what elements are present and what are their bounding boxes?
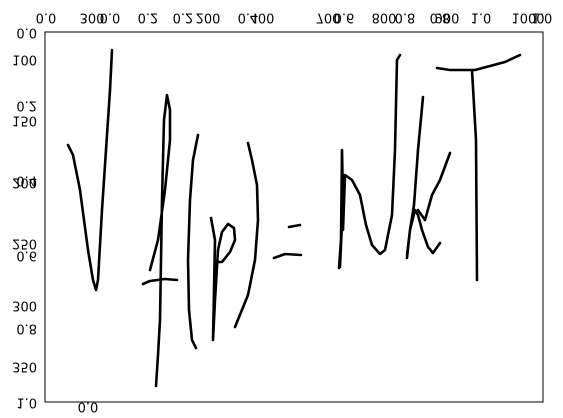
tick-label: 0.6 xyxy=(16,248,37,263)
stroke-f-bar xyxy=(141,277,179,286)
stroke-v xyxy=(66,48,114,292)
tick-label: 250 xyxy=(12,236,37,251)
stroke-n xyxy=(337,53,402,270)
stroke-paren-close xyxy=(233,141,260,329)
tick-label: 0.2 xyxy=(16,98,37,113)
stroke-p xyxy=(209,216,237,342)
tick-label: 700 xyxy=(316,10,341,25)
tick-label: 0.4 xyxy=(238,10,259,25)
stroke-f xyxy=(148,93,172,388)
stroke-k xyxy=(405,95,452,260)
tick-label: 0.0 xyxy=(16,25,37,40)
tick-label: 350 xyxy=(12,359,37,374)
tick-label: 200 xyxy=(12,175,37,190)
tick-label: 200 xyxy=(196,10,221,25)
tick-label: 0.6 xyxy=(334,10,355,25)
tick-label: 0.0 xyxy=(100,10,121,25)
stroke-paren-open xyxy=(186,133,200,350)
tick-label: 0.2 xyxy=(138,10,159,25)
tick-label: 0.2 xyxy=(173,10,194,25)
tick-label: 1000 xyxy=(511,10,544,25)
tick-label: 0.8 xyxy=(430,10,451,25)
tick-label: 100 xyxy=(12,52,37,67)
tick-label: 1.0 xyxy=(532,10,553,25)
tick-label: 800 xyxy=(372,10,397,25)
tick-label: 300 xyxy=(12,298,37,313)
tick-label: 900 xyxy=(435,10,460,25)
tick-label: 0.8 xyxy=(16,321,37,336)
tick-label: 300 xyxy=(80,10,105,25)
tick-label: 400 xyxy=(250,10,275,25)
tick-label: 0.4 xyxy=(16,173,37,188)
tick-label: 1.0 xyxy=(471,10,492,25)
frame xyxy=(44,31,544,403)
tick-label: 150 xyxy=(12,113,37,128)
tick-label: 0.0 xyxy=(36,10,57,25)
handwriting xyxy=(66,48,522,388)
tick-label: 1.0 xyxy=(16,395,37,410)
tick-label: 0.0 xyxy=(78,399,99,414)
stroke-equals xyxy=(272,223,303,260)
stroke-t xyxy=(435,53,522,282)
tick-label: 0.8 xyxy=(395,10,416,25)
